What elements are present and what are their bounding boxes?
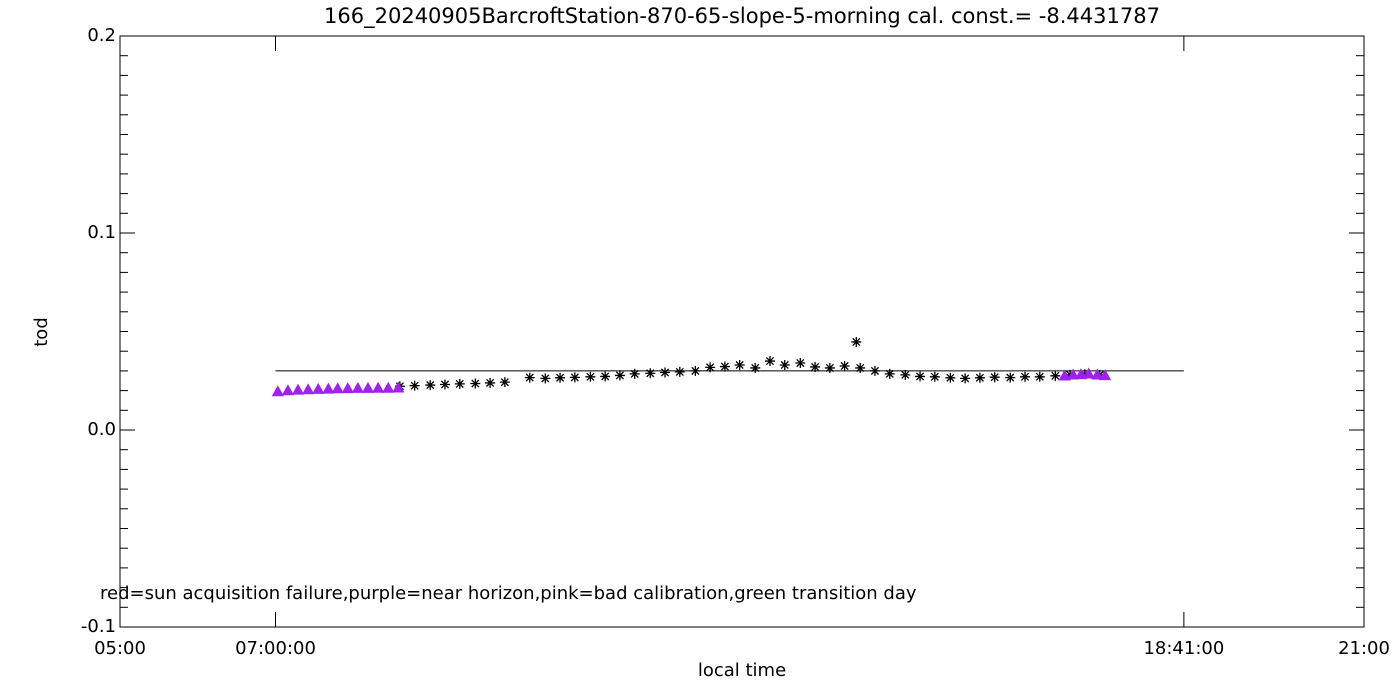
data-point bbox=[302, 383, 315, 395]
data-point bbox=[929, 371, 940, 382]
data-point bbox=[945, 372, 956, 383]
data-point bbox=[855, 362, 866, 373]
data-point bbox=[869, 365, 880, 376]
data-point bbox=[485, 377, 496, 388]
x-tick-label: 21:00 bbox=[1338, 638, 1390, 659]
data-point bbox=[779, 359, 790, 370]
data-point bbox=[1050, 370, 1061, 381]
data-point bbox=[629, 368, 640, 379]
x-tick-label: 07:00:00 bbox=[235, 638, 316, 659]
annotation: red=sun acquisition failure,purple=near … bbox=[100, 583, 917, 604]
data-point bbox=[331, 382, 344, 394]
data-point bbox=[361, 381, 375, 393]
data-point bbox=[851, 336, 862, 347]
data-point bbox=[499, 377, 510, 388]
data-point bbox=[1067, 368, 1080, 380]
data-point bbox=[439, 379, 450, 390]
data-point bbox=[1020, 371, 1031, 382]
data-point bbox=[312, 382, 325, 394]
data-point bbox=[281, 384, 295, 396]
data-point bbox=[1091, 368, 1104, 380]
x-tick-label: 05:00 bbox=[94, 638, 146, 659]
y-tick-label: 0.2 bbox=[87, 25, 116, 46]
data-point bbox=[660, 367, 671, 378]
y-tick-label: 0.0 bbox=[87, 419, 116, 440]
data-point bbox=[614, 370, 625, 381]
data-point bbox=[271, 385, 284, 397]
data-point bbox=[734, 359, 745, 370]
y-axis-label: tod bbox=[31, 317, 52, 347]
data-point bbox=[585, 371, 596, 382]
data-point bbox=[974, 372, 985, 383]
data-point bbox=[524, 372, 535, 383]
data-point bbox=[341, 382, 354, 394]
data-point bbox=[392, 381, 405, 393]
data-point bbox=[470, 378, 481, 389]
data-point bbox=[454, 378, 465, 389]
x-tick-label: 18:41:00 bbox=[1143, 638, 1224, 659]
data-point bbox=[900, 369, 911, 380]
data-point bbox=[555, 372, 566, 383]
data-point bbox=[764, 356, 775, 367]
data-point bbox=[884, 368, 895, 379]
data-point bbox=[1082, 367, 1095, 379]
data-point bbox=[1034, 371, 1045, 382]
data-point bbox=[989, 372, 1000, 383]
data-point bbox=[322, 382, 335, 394]
data-point bbox=[372, 381, 385, 393]
data-point bbox=[540, 373, 551, 384]
data-point bbox=[795, 358, 806, 369]
data-point bbox=[915, 371, 926, 382]
data-point bbox=[1005, 372, 1016, 383]
data-point bbox=[291, 383, 305, 395]
data-point bbox=[674, 366, 685, 377]
y-tick-label: -0.1 bbox=[81, 616, 116, 637]
data-point bbox=[839, 360, 850, 371]
data-point bbox=[382, 381, 395, 393]
data-point bbox=[645, 368, 656, 379]
data-point bbox=[600, 371, 611, 382]
data-point bbox=[425, 380, 436, 391]
chart-title: 166_20240905BarcroftStation-870-65-slope… bbox=[324, 4, 1160, 29]
data-point bbox=[1079, 369, 1090, 380]
data-point bbox=[810, 361, 821, 372]
data-point bbox=[750, 362, 761, 373]
data-point bbox=[1098, 369, 1112, 381]
data-point bbox=[824, 362, 835, 373]
data-point bbox=[690, 365, 701, 376]
data-point bbox=[569, 372, 580, 383]
data-point bbox=[719, 361, 730, 372]
data-point bbox=[351, 381, 365, 393]
data-point bbox=[409, 380, 420, 391]
data-point bbox=[960, 373, 971, 384]
data-point bbox=[1074, 368, 1088, 380]
x-axis-label: local time bbox=[698, 660, 786, 681]
y-tick-label: 0.1 bbox=[87, 222, 116, 243]
data-point bbox=[1058, 369, 1071, 381]
data-point bbox=[705, 362, 716, 373]
